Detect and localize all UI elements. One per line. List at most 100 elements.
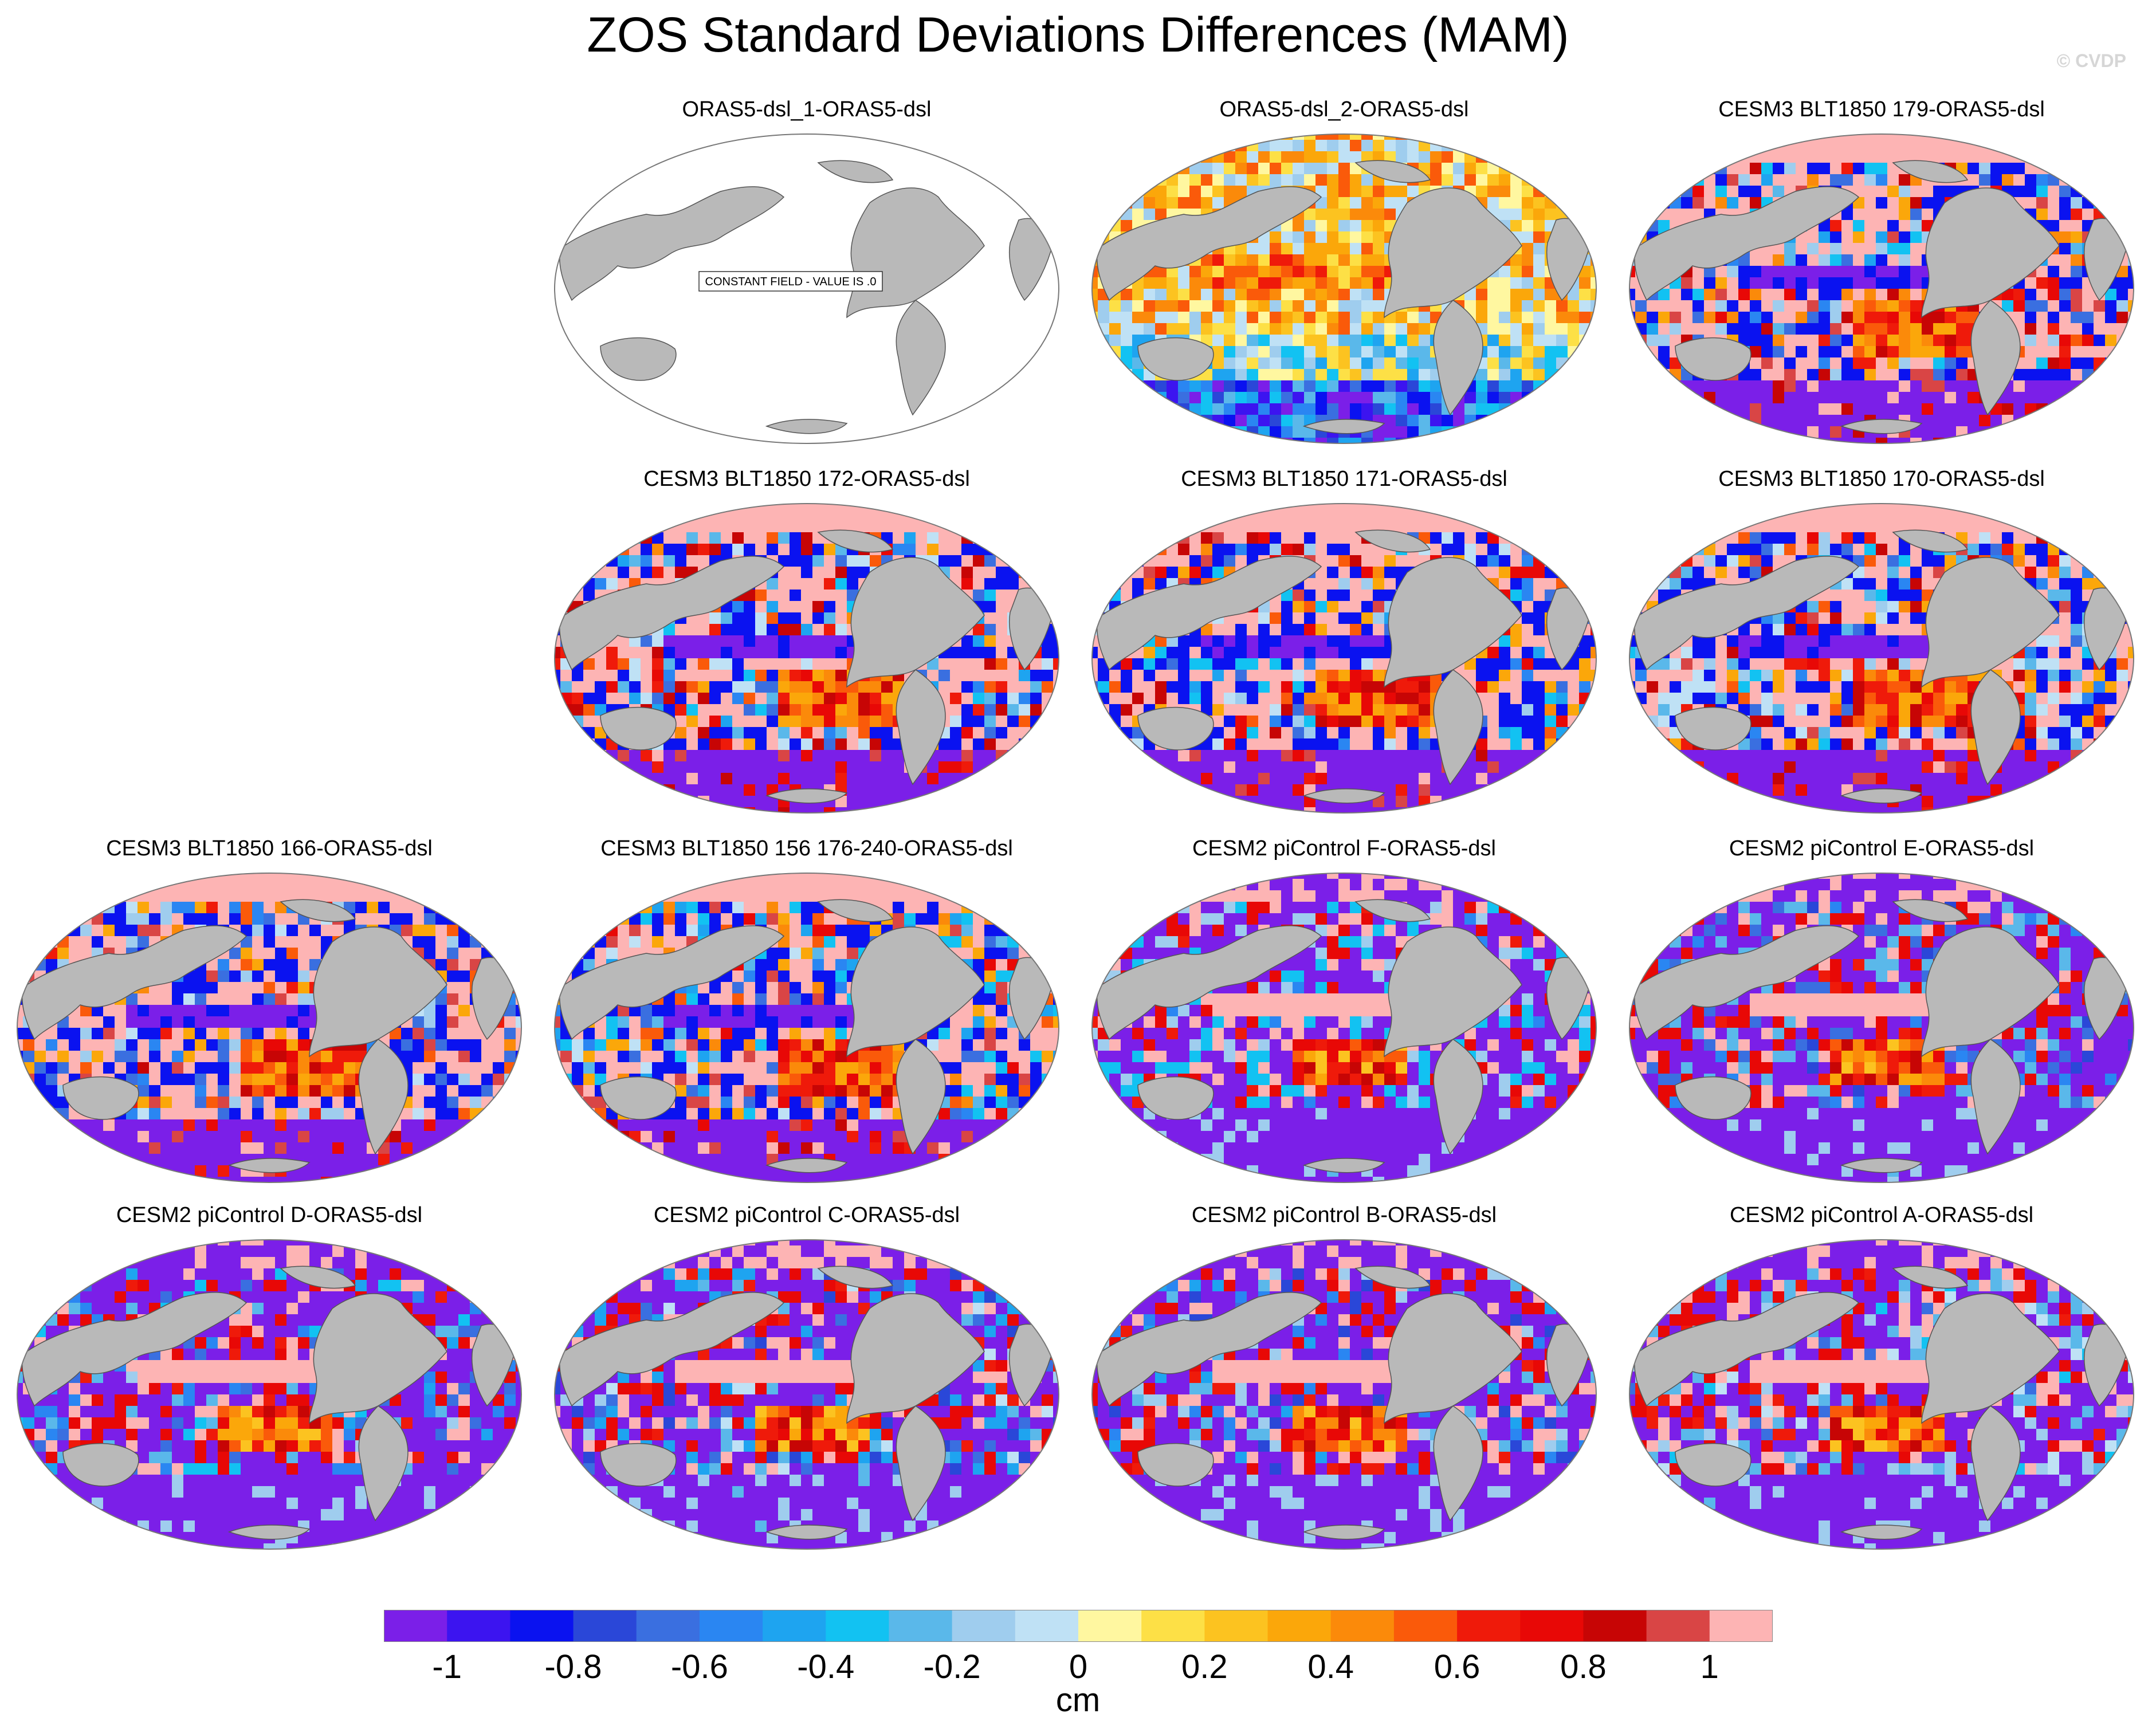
map-outline bbox=[1091, 133, 1597, 444]
global-map bbox=[554, 1239, 1059, 1550]
land-mass bbox=[600, 1443, 677, 1487]
colorbar-tick-label: 0.8 bbox=[1560, 1648, 1607, 1685]
map-outline bbox=[554, 873, 1059, 1183]
panel-title: CESM3 BLT1850 156 176-240-ORAS5-dsl bbox=[600, 836, 1013, 860]
map-outline bbox=[1629, 133, 2134, 444]
colorbar-swatch bbox=[573, 1610, 637, 1642]
land-mass bbox=[1096, 1292, 1322, 1407]
land-mass bbox=[227, 1524, 311, 1540]
map-panel: CESM2 piControl B-ORAS5-dsl bbox=[1086, 1203, 1602, 1570]
colorbar-swatch bbox=[1457, 1610, 1521, 1642]
land-mass bbox=[1675, 1076, 1751, 1120]
data-field bbox=[1092, 134, 1596, 443]
colorbar-units-label: cm bbox=[1055, 1681, 1101, 1719]
land-mass bbox=[1096, 186, 1322, 301]
land-mass bbox=[358, 1405, 409, 1522]
land-mass bbox=[1675, 1443, 1751, 1487]
data-field bbox=[1629, 873, 2134, 1182]
map-outline bbox=[1629, 873, 2134, 1183]
data-field bbox=[1629, 504, 2134, 813]
global-map bbox=[1091, 503, 1597, 814]
land-mass bbox=[1970, 1039, 2021, 1155]
map-panel: CESM3 BLT1850 172-ORAS5-dsl bbox=[549, 467, 1065, 834]
global-map bbox=[17, 1239, 522, 1550]
land-mass bbox=[559, 925, 785, 1040]
land-mass bbox=[1840, 1524, 1923, 1540]
land-mass bbox=[1302, 1524, 1385, 1540]
data-field bbox=[1629, 1240, 2134, 1549]
map-panel: CESM2 piControl D-ORAS5-dsl bbox=[11, 1203, 527, 1570]
land-mass bbox=[1354, 899, 1431, 922]
colorbar-tick-label: -0.6 bbox=[670, 1648, 728, 1685]
land-mass bbox=[1892, 899, 1969, 922]
colorbar bbox=[384, 1610, 1773, 1642]
global-map bbox=[554, 873, 1059, 1183]
global-map bbox=[1629, 503, 2134, 814]
land-mass bbox=[896, 300, 946, 416]
land-mass bbox=[1840, 788, 1923, 804]
land-mass bbox=[1433, 1405, 1483, 1522]
land-mass bbox=[817, 160, 894, 183]
land-mass bbox=[1892, 160, 1969, 183]
land-mass bbox=[600, 706, 677, 750]
global-map: CONSTANT FIELD - VALUE IS .0 bbox=[554, 133, 1059, 444]
colorbar-swatch bbox=[1393, 1610, 1458, 1642]
constant-field-label: CONSTANT FIELD - VALUE IS .0 bbox=[705, 276, 877, 288]
constant-field-box bbox=[698, 271, 883, 292]
global-map bbox=[1629, 1239, 2134, 1550]
map-panel: CESM3 BLT1850 179-ORAS5-dsl bbox=[1624, 97, 2139, 464]
land-mass bbox=[765, 1524, 848, 1540]
colorbar-swatch bbox=[447, 1610, 510, 1642]
land-mass bbox=[1137, 1076, 1214, 1120]
colorbar-swatch bbox=[1709, 1610, 1773, 1642]
land-mass bbox=[1970, 1405, 2021, 1522]
land-mass bbox=[227, 1158, 311, 1173]
land-mass bbox=[358, 1039, 409, 1155]
colorbar-swatch bbox=[699, 1610, 763, 1642]
land-mass bbox=[817, 1266, 894, 1289]
colorbar-swatch bbox=[1204, 1610, 1269, 1642]
map-panel: ORAS5-dsl_2-ORAS5-dsl bbox=[1086, 97, 1602, 464]
land-mass bbox=[896, 669, 946, 785]
panel-title: CESM2 piControl F-ORAS5-dsl bbox=[1192, 836, 1497, 860]
land-mass bbox=[1633, 1292, 1860, 1407]
colorbar-tick-label: 0.4 bbox=[1307, 1648, 1354, 1685]
colorbar-swatch bbox=[1646, 1610, 1710, 1642]
land-mass bbox=[817, 529, 894, 553]
land-mass bbox=[1970, 669, 2021, 785]
data-field bbox=[1092, 504, 1596, 813]
land-mass bbox=[600, 337, 677, 381]
land-mass bbox=[1675, 337, 1751, 381]
map-outline bbox=[1091, 1239, 1597, 1550]
land-mass bbox=[1433, 1039, 1483, 1155]
colorbar-swatch bbox=[1520, 1610, 1584, 1642]
panel-title: CESM2 piControl C-ORAS5-dsl bbox=[653, 1203, 960, 1227]
global-map bbox=[1091, 873, 1597, 1183]
land-mass bbox=[896, 1405, 946, 1522]
global-map bbox=[1629, 133, 2134, 444]
map-panel: CESM3 BLT1850 156 176-240-ORAS5-dsl bbox=[549, 836, 1065, 1203]
colorbar-swatch bbox=[510, 1610, 574, 1642]
map-outline bbox=[1629, 503, 2134, 814]
colorbar-tick-label: 0.6 bbox=[1434, 1648, 1480, 1685]
map-panel: ORAS5-dsl_1-ORAS5-dsl CONSTANT FIELD - VA… bbox=[549, 97, 1065, 464]
land-mass bbox=[559, 1292, 785, 1407]
colorbar-tick-label: 0 bbox=[1069, 1648, 1088, 1685]
data-field bbox=[555, 504, 1059, 813]
colorbar-swatch bbox=[1015, 1610, 1079, 1642]
colorbar-swatch bbox=[952, 1610, 1016, 1642]
colorbar-tick-label: -0.2 bbox=[923, 1648, 981, 1685]
panel-title: CESM3 BLT1850 170-ORAS5-dsl bbox=[1718, 467, 2045, 491]
colorbar-tick-label: -0.8 bbox=[544, 1648, 602, 1685]
data-field bbox=[1092, 873, 1596, 1182]
land-mass bbox=[1302, 419, 1385, 434]
global-map bbox=[1091, 1239, 1597, 1550]
map-outline bbox=[17, 873, 522, 1183]
land-mass bbox=[559, 186, 785, 301]
data-field bbox=[555, 1240, 1059, 1549]
land-mass bbox=[765, 1158, 848, 1173]
figure-title: ZOS Standard Deviations Differences (MAM… bbox=[587, 7, 1569, 62]
land-mass bbox=[600, 1076, 677, 1120]
colorbar-swatch bbox=[1267, 1610, 1332, 1642]
global-map bbox=[1091, 133, 1597, 444]
